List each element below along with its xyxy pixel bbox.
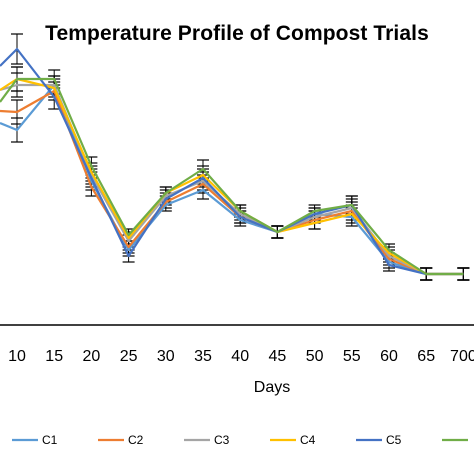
x-tick-labels: 0101520253035404550556065700	[8, 348, 474, 365]
x-tick-label-45: 45	[269, 348, 287, 365]
x-tick-label-25: 25	[120, 348, 138, 365]
x-tick-label-15: 15	[45, 348, 63, 365]
legend-label-C4: C4	[300, 433, 316, 447]
x-tick-label-50: 50	[306, 348, 324, 365]
series-line-C2	[0, 89, 464, 276]
x-tick-label-35: 35	[194, 348, 212, 365]
x-tick-label-65: 65	[417, 348, 435, 365]
legend-label-C5: C5	[386, 433, 402, 447]
x-tick-label-55: 55	[343, 348, 361, 365]
legend-label-C3: C3	[214, 433, 230, 447]
chart-title: Temperature Profile of Compost Trials	[45, 22, 429, 45]
x-tick-label-30: 30	[157, 348, 175, 365]
series-line-C4	[0, 77, 464, 276]
series-line-C6	[0, 77, 464, 276]
legend-label-C2: C2	[128, 433, 144, 447]
x-tick-label-60: 60	[380, 348, 398, 365]
legend-label-C1: C1	[42, 433, 58, 447]
x-axis-title: Days	[254, 379, 290, 396]
x-tick-label-40: 40	[231, 348, 249, 365]
x-tick-label-700: 700	[450, 348, 474, 365]
series-lines	[0, 47, 464, 276]
x-tick-label-20: 20	[83, 348, 101, 365]
legend: C1 C2 C3 C4 C5	[12, 433, 468, 447]
x-tick-label-10: 10	[8, 348, 26, 365]
series-line-C5	[0, 47, 464, 276]
